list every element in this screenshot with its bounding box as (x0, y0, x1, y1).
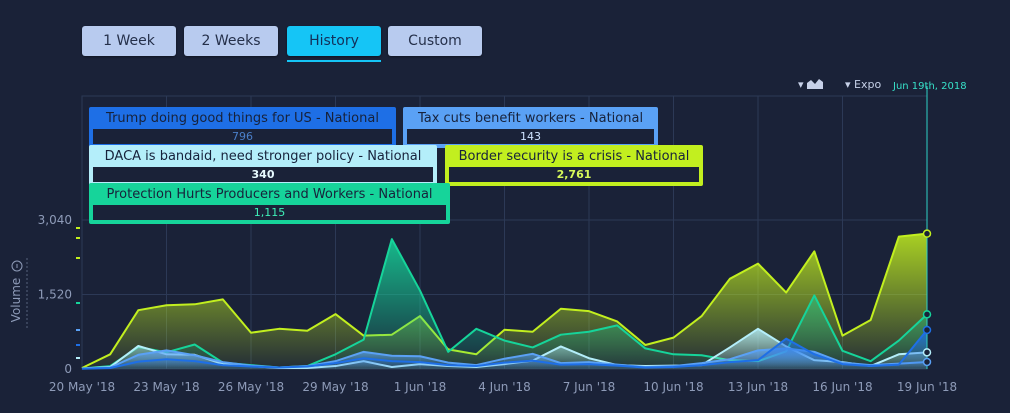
hover-date-label: Jun 19th, 2018 (893, 81, 967, 92)
series-label-tax-cuts: Tax cuts benefit workers - National 143 (403, 107, 658, 148)
series-label-name: Trump doing good things for US - Nationa… (106, 111, 379, 126)
series-label-name: DACA is bandaid, need stronger policy - … (104, 149, 422, 164)
series-label-name: Tax cuts benefit workers - National (417, 111, 644, 126)
x-tick-label: 26 May '18 (218, 380, 284, 394)
series-label-value: 796 (93, 129, 392, 144)
series-label-value: 1,115 (93, 205, 446, 220)
x-tick-label: 1 Jun '18 (394, 380, 447, 394)
y-axis-label: Volume (9, 278, 23, 323)
hover-point (922, 229, 932, 238)
caret-down-icon: ▾ (845, 78, 851, 91)
tab-1-week[interactable]: 1 Week (82, 26, 176, 56)
info-icon (11, 260, 23, 272)
tab-custom[interactable]: Custom (388, 26, 482, 56)
series-label-value: 340 (93, 167, 433, 182)
series-label-daca: DACA is bandaid, need stronger policy - … (89, 145, 437, 186)
y-tick-label: 3,040 (38, 213, 72, 227)
hover-point (922, 348, 932, 357)
series-label-protection: Protection Hurts Producers and Workers -… (89, 183, 450, 224)
active-tab-underline (287, 60, 381, 62)
series-label-name: Border security is a crisis - National (458, 149, 690, 164)
area-chart-icon (807, 79, 824, 89)
x-tick-label: 23 May '18 (133, 380, 199, 394)
export-label: Expo (854, 78, 882, 91)
series-label-name: Protection Hurts Producers and Workers -… (106, 187, 433, 202)
x-tick-label: 29 May '18 (302, 380, 368, 394)
x-tick-label: 4 Jun '18 (478, 380, 531, 394)
series-label-trump: Trump doing good things for US - Nationa… (89, 107, 396, 148)
y-tick-label: 1,520 (38, 288, 72, 302)
chart-type-dropdown[interactable]: ▾ (798, 78, 824, 91)
hover-point (922, 310, 932, 319)
hover-point (922, 357, 932, 367)
x-tick-label: 10 Jun '18 (643, 380, 703, 394)
x-tick-label: 20 May '18 (49, 380, 115, 394)
x-tick-label: 16 Jun '18 (812, 380, 872, 394)
tab-2-weeks[interactable]: 2 Weeks (184, 26, 278, 56)
series-line (81, 232, 928, 369)
tab-history[interactable]: History (287, 26, 381, 56)
series-label-value: 143 (407, 129, 654, 144)
series-line (81, 329, 928, 370)
series-area (82, 233, 927, 369)
x-tick-label: 19 Jun '18 (897, 380, 957, 394)
series-label-value: 2,761 (449, 167, 699, 182)
export-dropdown[interactable]: ▾ Expo (845, 78, 881, 91)
y-tick-label: 0 (64, 362, 72, 376)
x-tick-label: 13 Jun '18 (728, 380, 788, 394)
series-label-border-security: Border security is a crisis - National 2… (445, 145, 703, 186)
x-tick-label: 7 Jun '18 (563, 380, 616, 394)
caret-down-icon: ▾ (798, 78, 804, 91)
hover-point (922, 325, 932, 335)
series-area (82, 328, 927, 369)
